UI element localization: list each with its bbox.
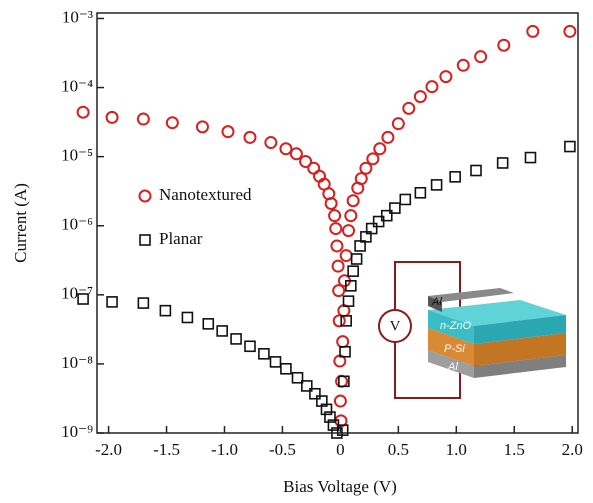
data-point — [270, 357, 280, 367]
legend-marker — [140, 191, 151, 202]
data-point — [265, 137, 276, 148]
data-point — [345, 210, 356, 221]
data-point — [203, 319, 213, 329]
legend-label: Nanotextured — [159, 185, 252, 204]
data-point — [367, 153, 378, 164]
data-point — [336, 376, 347, 387]
data-point — [335, 396, 346, 407]
data-point — [564, 26, 575, 37]
y-tick-label: 10⁻⁴ — [61, 76, 93, 95]
data-point — [432, 180, 442, 190]
x-tick-label: 1.5 — [504, 440, 525, 459]
y-axis-label: Current (A) — [11, 183, 30, 263]
inset-label: Al — [447, 361, 458, 373]
x-axis-label: Bias Voltage (V) — [283, 477, 397, 496]
data-point — [217, 326, 227, 336]
data-point — [331, 240, 342, 251]
data-point — [138, 114, 149, 125]
data-point — [426, 81, 437, 92]
data-point — [107, 112, 118, 123]
data-point — [400, 194, 410, 204]
data-point — [182, 312, 192, 322]
data-point — [525, 153, 535, 163]
x-tick-label: -1.5 — [153, 440, 180, 459]
data-point — [440, 71, 451, 82]
data-point — [329, 210, 340, 221]
inset-label: n-ZnO — [440, 320, 472, 332]
legend-label: Planar — [159, 229, 203, 248]
data-point — [352, 254, 362, 264]
y-tick-label: 10⁻⁸ — [61, 353, 93, 372]
y-tick-label: 10⁻⁵ — [61, 146, 93, 165]
data-point — [393, 118, 404, 129]
plot-data — [78, 26, 576, 438]
data-point — [356, 173, 367, 184]
data-point — [343, 225, 354, 236]
x-tick-label: 0 — [336, 440, 345, 459]
data-point — [197, 121, 208, 132]
y-tick-label: 10⁻³ — [62, 7, 93, 26]
data-point — [348, 266, 358, 276]
data-point — [78, 107, 89, 118]
data-point — [281, 364, 291, 374]
data-point — [374, 143, 385, 154]
data-point — [415, 188, 425, 198]
device-inset: V Al n-ZnO P-Si Al — [379, 262, 566, 398]
legend-item: Planar — [140, 229, 203, 248]
data-point — [498, 158, 508, 168]
data-point — [498, 40, 509, 51]
x-tick-label: -2.0 — [95, 440, 122, 459]
data-point — [403, 103, 414, 114]
data-point — [415, 91, 426, 102]
data-point — [167, 117, 178, 128]
data-point — [348, 195, 359, 206]
legend-marker — [140, 235, 150, 245]
voltmeter-label: V — [390, 318, 401, 334]
data-point — [231, 334, 241, 344]
data-point — [565, 142, 575, 152]
data-point — [107, 297, 117, 307]
chart: Bias Voltage (V) Current (A) -2.0 -1.5 -1.… — [0, 0, 593, 503]
data-point — [471, 166, 481, 176]
data-point — [450, 172, 460, 182]
x-tick-label: -0.5 — [269, 440, 296, 459]
data-point — [280, 143, 291, 154]
y-tick-label: 10⁻⁹ — [61, 422, 93, 441]
data-point — [160, 306, 170, 316]
data-point — [458, 60, 469, 71]
inset-label: Al — [431, 296, 442, 308]
data-point — [337, 336, 348, 347]
data-point — [527, 26, 538, 37]
x-tick-label: 0.5 — [388, 440, 409, 459]
data-point — [259, 349, 269, 359]
y-tick-label: 10⁻⁷ — [61, 284, 93, 303]
x-tick-label: 2.0 — [562, 440, 583, 459]
data-point — [382, 132, 393, 143]
data-point — [244, 132, 255, 143]
legend-item: Nanotextured — [140, 185, 253, 204]
x-tick-label: 1.0 — [446, 440, 467, 459]
data-point — [475, 51, 486, 62]
data-point — [245, 341, 255, 351]
data-point — [138, 298, 148, 308]
data-point — [222, 126, 233, 137]
data-point — [330, 223, 341, 234]
inset-label: P-Si — [444, 343, 465, 355]
data-point — [333, 261, 344, 272]
x-tick-label: -1.0 — [211, 440, 238, 459]
y-tick-label: 10⁻⁶ — [61, 215, 93, 234]
data-point — [291, 148, 302, 159]
data-point — [341, 250, 352, 261]
